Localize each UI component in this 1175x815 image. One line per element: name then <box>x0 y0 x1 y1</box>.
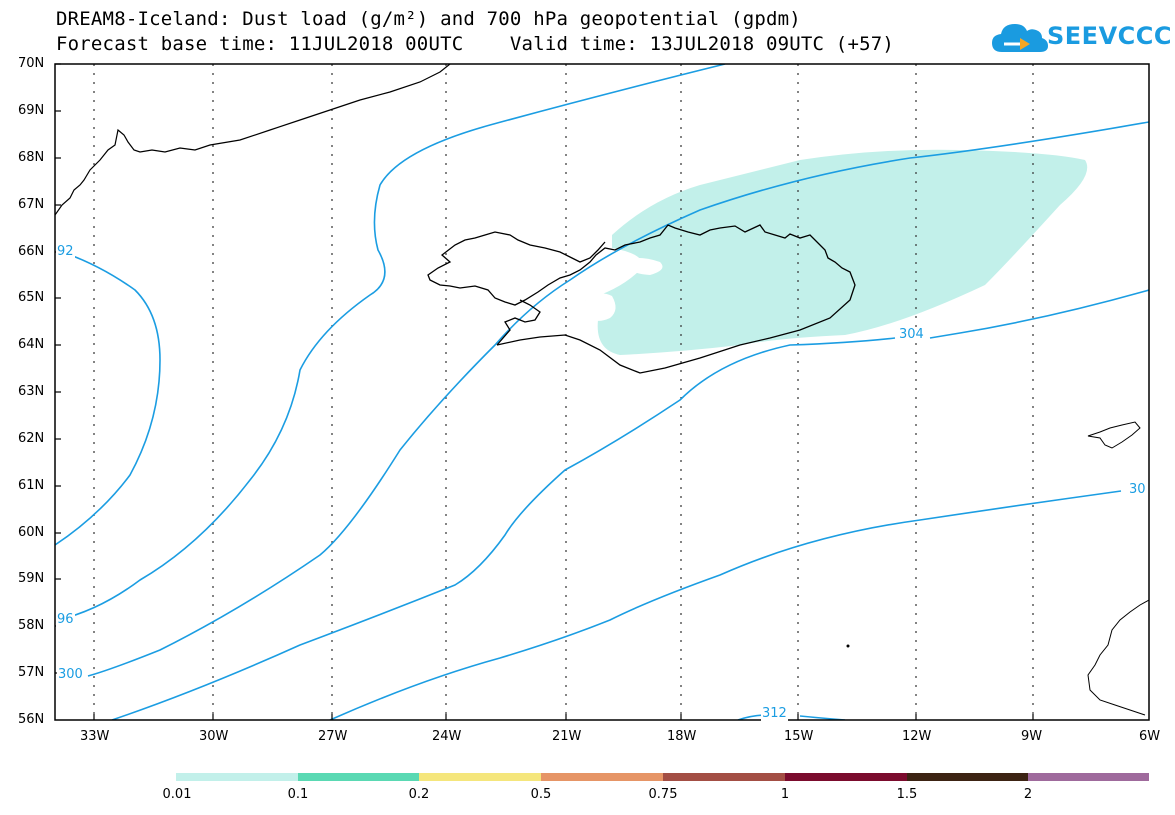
graticule <box>93 64 1034 720</box>
lon-label: 33W <box>80 729 110 744</box>
island-dot <box>846 644 850 648</box>
colorbar-bin <box>176 773 298 781</box>
lon-label: 12W <box>902 729 932 744</box>
colorbar-label: 0.2 <box>408 787 430 802</box>
map-subtitle: Forecast base time: 11JUL2018 00UTC Vali… <box>56 33 895 55</box>
contour-label: 30 <box>1128 482 1147 497</box>
contour-label: 312 <box>761 706 788 721</box>
dust-gap <box>620 257 663 275</box>
lat-label: 58N <box>18 618 45 633</box>
greenland-coast <box>55 64 451 216</box>
faroe-coast <box>1087 421 1141 449</box>
lat-label: 66N <box>18 244 45 259</box>
colorbar-label: 2 <box>1023 787 1033 802</box>
colorbar-bin <box>419 773 541 781</box>
colorbar-bin <box>907 773 1028 781</box>
lat-label: 70N <box>18 56 45 71</box>
colorbar-label: 1.5 <box>896 787 918 802</box>
lat-label: 64N <box>18 337 45 352</box>
colorbar-label: 0.75 <box>648 787 678 802</box>
scotland-coast <box>1087 599 1149 716</box>
lon-label: 24W <box>432 729 462 744</box>
contour-label: 300 <box>57 667 84 682</box>
seevccc-logo: SEEVCCC <box>990 16 1172 60</box>
lat-label: 62N <box>18 431 45 446</box>
colorbar <box>176 773 1149 781</box>
contour-label: 92 <box>56 244 75 259</box>
contour-line <box>87 121 1149 677</box>
lon-label: 21W <box>552 729 582 744</box>
colorbar-bin <box>785 773 907 781</box>
contour-line <box>737 714 846 720</box>
lat-label: 63N <box>18 384 45 399</box>
lon-label: 15W <box>784 729 814 744</box>
lon-label: 18W <box>667 729 697 744</box>
lat-label: 61N <box>18 478 45 493</box>
colorbar-bin <box>298 773 419 781</box>
contour-line <box>55 251 161 546</box>
dust-plume <box>585 149 1088 355</box>
iceland-coast <box>427 224 856 374</box>
lon-label: 6W <box>1139 729 1161 744</box>
colorbar-label: 0.5 <box>530 787 552 802</box>
map-title: DREAM8-Iceland: Dust load (g/m²) and 700… <box>56 8 801 30</box>
lat-label: 59N <box>18 571 45 586</box>
contour-line <box>329 490 1122 720</box>
iceland-coast <box>496 299 541 346</box>
lat-label: 56N <box>18 712 45 727</box>
lat-label: 65N <box>18 290 45 305</box>
lon-label: 30W <box>199 729 229 744</box>
lon-label: 9W <box>1021 729 1043 744</box>
colorbar-label: 0.01 <box>162 787 192 802</box>
lat-label: 69N <box>18 103 45 118</box>
dust-gap <box>585 293 616 321</box>
lat-label: 67N <box>18 197 45 212</box>
contour-label: 96 <box>56 612 75 627</box>
geopotential-contours <box>55 64 1149 720</box>
cloud-icon <box>992 24 1048 52</box>
colorbar-label: 1 <box>780 787 790 802</box>
contour-line <box>111 289 1149 720</box>
colorbar-bin <box>541 773 663 781</box>
lat-label: 68N <box>18 150 45 165</box>
lon-label: 27W <box>318 729 348 744</box>
contour-label: 304 <box>898 327 925 342</box>
colorbar-bin <box>1028 773 1149 781</box>
lat-label: 60N <box>18 525 45 540</box>
contour-line <box>57 64 726 621</box>
colorbar-label: 0.1 <box>287 787 309 802</box>
logo-text: SEEVCCC <box>1047 22 1172 50</box>
colorbar-bin <box>663 773 785 781</box>
lat-label: 57N <box>18 665 45 680</box>
